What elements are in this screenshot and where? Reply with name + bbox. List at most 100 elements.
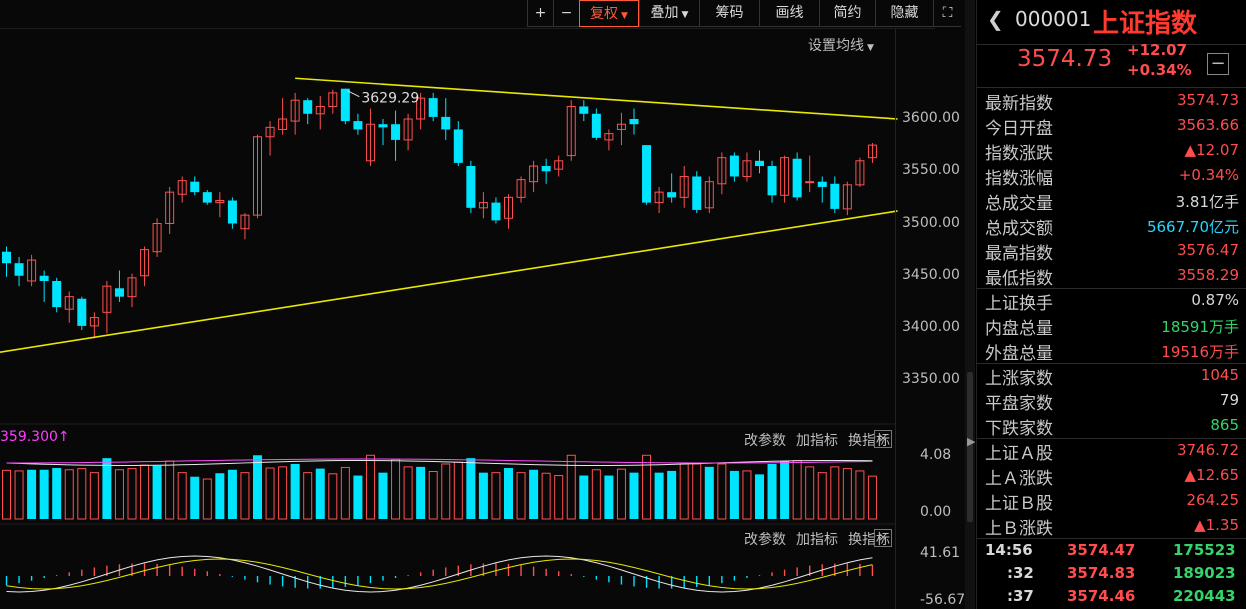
candle-down xyxy=(227,200,237,224)
candle-up xyxy=(805,181,815,184)
candle-down xyxy=(428,98,438,117)
volume-bar-up xyxy=(830,466,840,520)
back-arrow-icon[interactable]: ❮ xyxy=(987,7,1004,31)
high-pointer xyxy=(347,90,360,98)
candle-up xyxy=(27,259,37,282)
quote-row-label: 下跌家数 xyxy=(985,419,1053,439)
quote-row-label: 上Ｂ涨跌 xyxy=(985,519,1053,539)
quote-row: 内盘总量 18591万手 xyxy=(977,314,1246,339)
remove-watchlist-button[interactable]: − xyxy=(1207,53,1229,75)
chips-button[interactable]: 筹码 xyxy=(699,0,759,27)
candle-up xyxy=(140,249,150,277)
candle-up xyxy=(64,296,74,310)
quote-row-value: 3576.47 xyxy=(1176,241,1239,259)
ma-setting-button[interactable]: 设置均线 ▼ xyxy=(808,35,874,55)
restore-rights-button[interactable]: 复权 ▼ xyxy=(579,0,639,27)
volume-bar-up xyxy=(805,466,815,520)
chevron-down-icon: ▼ xyxy=(867,43,874,53)
tick-time: :37 xyxy=(1007,587,1034,605)
quote-row-value: 3.81亿手 xyxy=(1175,193,1239,211)
candle-up xyxy=(717,157,727,185)
quote-row-value: 3563.66 xyxy=(1176,116,1239,134)
quote-row-label: 上涨家数 xyxy=(985,369,1053,389)
simple-mode-button[interactable]: 简约 xyxy=(819,0,875,27)
volume-bar-down xyxy=(52,468,62,519)
candle-down xyxy=(767,166,777,196)
volume-bar-down xyxy=(227,469,237,519)
volume-bar-up xyxy=(365,454,375,520)
candle-down xyxy=(729,155,739,177)
candle-down xyxy=(39,275,49,281)
volume-bar-down xyxy=(190,476,200,519)
fullscreen-icon[interactable]: ⛶ xyxy=(933,0,961,27)
volume-bar-down xyxy=(729,470,739,519)
macd-tick-max: 41.61 xyxy=(920,545,961,561)
chevron-down-icon: ▼ xyxy=(681,10,689,20)
volume-bar-up xyxy=(679,463,689,520)
quote-row: 指数涨跌 ▲12.07 xyxy=(977,139,1246,164)
candle-up xyxy=(867,144,877,159)
zoom-out-button[interactable]: − xyxy=(553,0,579,27)
candle-up xyxy=(742,160,752,177)
quote-row-value: +0.34% xyxy=(1178,166,1239,184)
candle-down xyxy=(14,263,24,276)
quote-row-value: ▲12.07 xyxy=(1184,141,1239,159)
candle-up xyxy=(365,123,375,162)
candle-down xyxy=(692,176,702,210)
divider xyxy=(0,28,935,29)
volume-bar-up xyxy=(127,468,137,520)
candle-up xyxy=(855,160,865,186)
panel-splitter[interactable] xyxy=(965,0,975,609)
volume-bar-up xyxy=(391,458,401,520)
quote-row-label: 最高指数 xyxy=(985,244,1053,264)
candle-up xyxy=(127,277,137,298)
change-params-button[interactable]: 改参数 xyxy=(744,433,786,449)
add-indicator-button[interactable]: 加指标 xyxy=(796,532,838,548)
quote-row-value: 3746.72 xyxy=(1176,441,1239,459)
volume-bar-down xyxy=(579,475,589,519)
close-icon[interactable]: × xyxy=(874,430,892,448)
candle-up xyxy=(315,105,325,115)
draw-line-button[interactable]: 画线 xyxy=(759,0,819,27)
overlay-button[interactable]: 叠加 ▼ xyxy=(639,0,699,27)
scrollbar-thumb[interactable] xyxy=(967,372,973,522)
volume-bar-up xyxy=(2,469,11,520)
quote-row-value: ▲12.65 xyxy=(1184,466,1239,484)
tick-price: 3574.47 xyxy=(1067,541,1136,559)
ma-setting-label: 设置均线 xyxy=(808,38,864,54)
volume-ma-value: 359.300 xyxy=(0,429,58,445)
close-icon[interactable]: × xyxy=(874,529,892,547)
candle-down xyxy=(817,181,827,187)
candle-down xyxy=(114,288,124,297)
candle-up xyxy=(328,92,338,107)
macd-tick-min: -56.67 xyxy=(920,592,966,608)
chart-toolbar: + − 复权 ▼ 叠加 ▼ 筹码 画线 简约 隐藏 ⛶ xyxy=(527,0,961,28)
hide-button[interactable]: 隐藏 xyxy=(875,0,933,27)
add-indicator-button[interactable]: 加指标 xyxy=(796,433,838,449)
zoom-in-button[interactable]: + xyxy=(527,0,553,27)
volume-bar-up xyxy=(491,472,501,520)
volume-bar-up xyxy=(140,464,150,520)
candle-up xyxy=(604,133,614,141)
volume-bar-up xyxy=(240,472,250,520)
candle-up xyxy=(416,97,426,120)
candle-down xyxy=(830,183,840,209)
candle-down xyxy=(755,160,764,167)
candle-down xyxy=(441,116,451,130)
volume-bar-down xyxy=(478,472,488,519)
candle-down xyxy=(453,129,463,163)
switch-indicator-button[interactable]: 换指标 xyxy=(848,433,890,449)
change-params-button[interactable]: 改参数 xyxy=(744,532,786,548)
candle-up xyxy=(152,223,162,253)
quote-row-value: 1045 xyxy=(1200,366,1239,384)
volume-bar-up xyxy=(842,468,852,520)
switch-indicator-button[interactable]: 换指标 xyxy=(848,532,890,548)
collapse-arrow-icon[interactable]: ▶ xyxy=(967,435,976,448)
volume-bar-up xyxy=(89,472,99,520)
quote-row-label: 最低指数 xyxy=(985,269,1053,289)
divider xyxy=(977,87,1246,88)
candlestick-chart[interactable]: 3629.29 xyxy=(0,0,965,609)
quote-row: 上证Ｂ股 264.25 xyxy=(977,489,1246,514)
volume-bar-down xyxy=(654,472,664,519)
kline-chart-area[interactable]: + − 复权 ▼ 叠加 ▼ 筹码 画线 简约 隐藏 ⛶ 设置均线 ▼ 3629.29 … xyxy=(0,0,965,609)
